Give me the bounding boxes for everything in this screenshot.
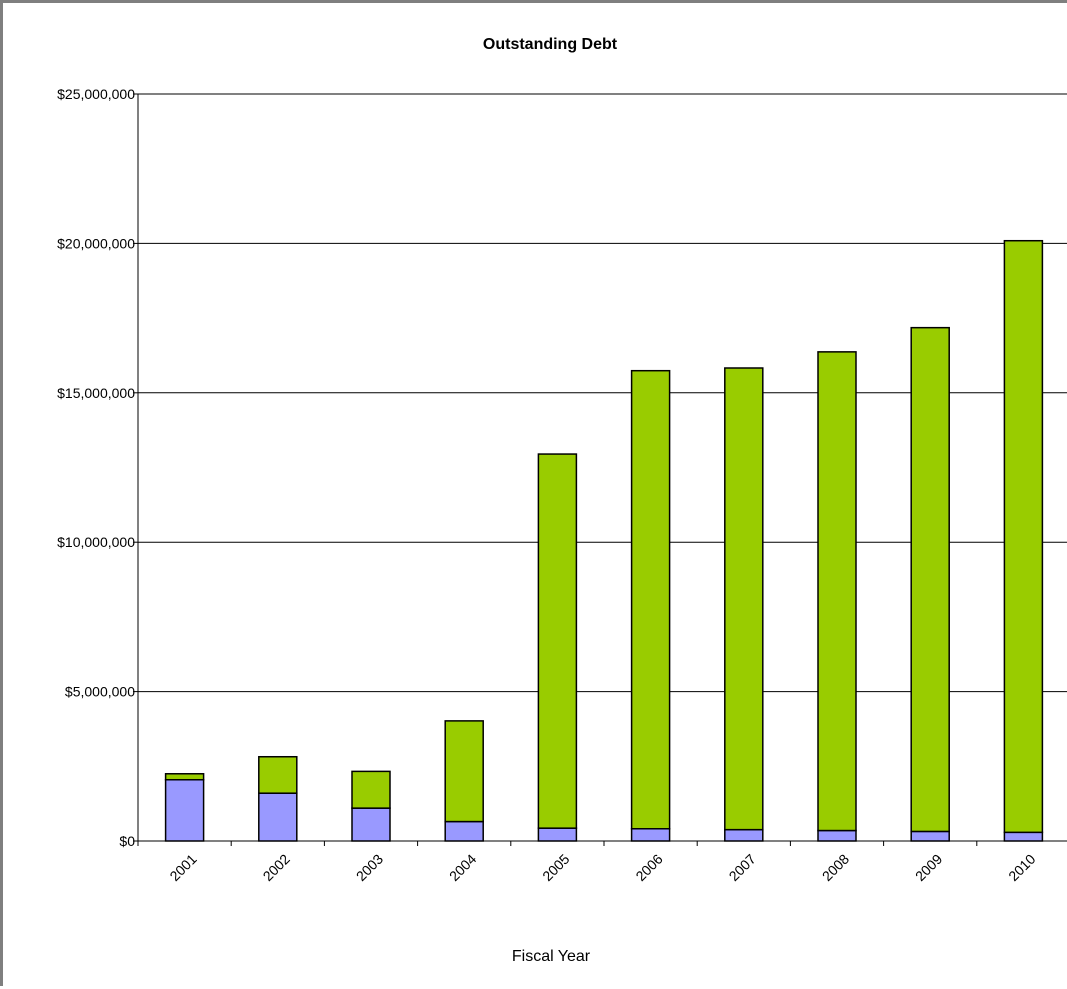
x-tick-label: 2002 — [260, 851, 293, 884]
bars — [164, 239, 1044, 842]
bar-2001-series-1 — [164, 778, 205, 842]
y-tick-label: $10,000,000 — [57, 534, 135, 550]
bar-2001-series-2 — [164, 773, 205, 781]
y-tick-label: $15,000,000 — [57, 385, 135, 401]
bar-2007-series-1 — [724, 828, 764, 842]
bar-2008-series-2 — [817, 351, 857, 832]
x-tick-label: 2001 — [166, 851, 199, 884]
bar-2008-series-1 — [817, 829, 857, 842]
bar-2009-series-1 — [910, 830, 950, 842]
bar-2005-series-2 — [537, 453, 578, 829]
y-tick-label: $25,000,000 — [57, 86, 135, 102]
bar-2010-series-1 — [1003, 831, 1044, 842]
x-tick-label: 2003 — [353, 851, 386, 884]
x-tick-label: 2007 — [726, 851, 759, 884]
x-tick-label: 2010 — [1005, 851, 1038, 884]
y-tick-label: $5,000,000 — [65, 684, 135, 700]
axes — [133, 93, 1067, 846]
y-tick-label: $0 — [119, 833, 135, 849]
outstanding-debt-chart: Outstanding Debt $0 $5,000,000 $10,000,000… — [57, 36, 1067, 965]
chart-title: Outstanding Debt — [483, 36, 618, 53]
x-tick-label: 2005 — [539, 851, 572, 884]
bar-2010-series-2 — [1003, 239, 1044, 834]
bar-2003-series-1 — [351, 807, 391, 842]
bar-2004-series-1 — [444, 820, 484, 842]
x-axis-label: Fiscal Year — [512, 948, 591, 965]
bar-2007-series-2 — [724, 367, 764, 831]
bar-2004-series-2 — [444, 720, 484, 823]
x-tick-label: 2009 — [912, 851, 945, 884]
x-tick-label: 2006 — [632, 851, 665, 884]
x-tick-labels: 2001 2002 2003 2004 2005 2006 2007 2008 2009 2010 — [166, 851, 1038, 884]
bar-2002-series-1 — [258, 792, 298, 842]
bar-2009-series-2 — [910, 326, 950, 833]
bar-2005-series-1 — [537, 827, 578, 842]
y-tick-label: $20,000,000 — [57, 235, 135, 251]
y-tick-labels: $0 $5,000,000 $10,000,000 $15,000,000 $20,00… — [57, 86, 135, 849]
bar-2006-series-1 — [630, 827, 671, 842]
bar-2006-series-2 — [630, 369, 671, 830]
x-tick-label: 2008 — [819, 851, 852, 884]
x-tick-label: 2004 — [446, 851, 479, 884]
bar-2003-series-2 — [351, 770, 391, 809]
bar-2002-series-2 — [258, 755, 298, 794]
